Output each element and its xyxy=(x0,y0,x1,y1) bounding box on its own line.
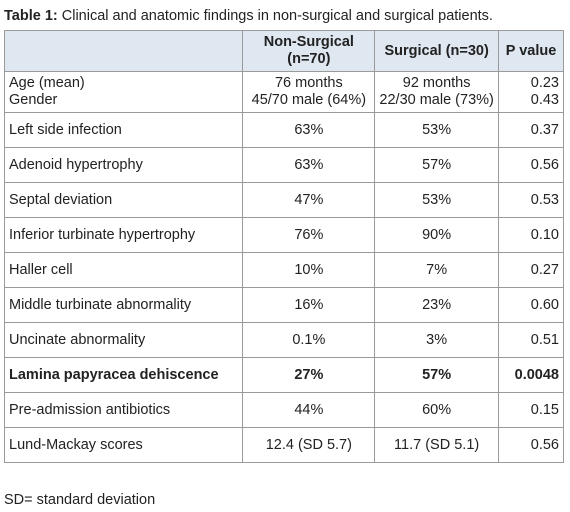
table-cell: 7% xyxy=(374,252,500,288)
table-cell: 0.60 xyxy=(498,287,564,323)
table-cell: 0.27 xyxy=(498,252,564,288)
table-row: Middle turbinate abnormality 16% 23% 0.60 xyxy=(3,287,564,323)
table-cell: 0.10 xyxy=(498,217,564,253)
table-cell: Haller cell xyxy=(3,252,244,288)
header-row: Non-Surgical (n=70) Surgical (n=30) P valu… xyxy=(3,30,564,72)
table-cell: 60% xyxy=(374,392,500,428)
table-cell: 23% xyxy=(374,287,500,323)
header-cell: Surgical (n=30) xyxy=(374,30,500,72)
table-cell: 3% xyxy=(374,322,500,358)
header-cell xyxy=(3,30,244,72)
table-cell: 0.15 xyxy=(498,392,564,428)
table-cell: 0.37 xyxy=(498,112,564,148)
cell-line: 0.23 xyxy=(530,75,559,91)
table-cell: Lamina papyracea dehiscence xyxy=(3,357,244,393)
table-cell: 63% xyxy=(242,147,376,183)
table-row: Lund-Mackay scores 12.4 (SD 5.7) 11.7 (SD … xyxy=(3,427,564,463)
cell-line: 76 months xyxy=(274,75,343,91)
table-cell: Left side infection xyxy=(3,112,244,148)
header-cell: P value xyxy=(498,30,564,72)
table-cell: 0.23 0.43 xyxy=(498,71,564,113)
table-cell: 11.7 (SD 5.1) xyxy=(374,427,500,463)
footnote: SD= standard deviation xyxy=(4,492,156,508)
table-cell: Lund-Mackay scores xyxy=(3,427,244,463)
table-cell: 0.0048 xyxy=(498,357,564,393)
table-cell: Middle turbinate abnormality xyxy=(3,287,244,323)
table-row: Adenoid hypertrophy 63% 57% 0.56 xyxy=(3,147,564,183)
table-cell: 0.56 xyxy=(498,427,564,463)
cell-line: Age (mean) xyxy=(9,75,85,91)
table-cell: Age (mean) Gender xyxy=(3,71,244,113)
caption-text: Clinical and anatomic findings in non-su… xyxy=(61,8,493,24)
cell-line: 45/70 male (64%) xyxy=(251,92,367,108)
cell-line: 0.43 xyxy=(530,92,559,108)
cell-line: Gender xyxy=(9,92,58,108)
table-cell: 63% xyxy=(242,112,376,148)
table-cell: 44% xyxy=(242,392,376,428)
table-cell: Inferior turbinate hypertrophy xyxy=(3,217,244,253)
table-cell: 76 months 45/70 male (64%) xyxy=(242,71,376,113)
table-row: Haller cell 10% 7% 0.27 xyxy=(3,252,564,288)
table-cell: 0.51 xyxy=(498,322,564,358)
findings-table: Non-Surgical (n=70) Surgical (n=30) P valu… xyxy=(3,30,564,463)
table-cell: 0.56 xyxy=(498,147,564,183)
table-row: Age (mean) Gender 76 months 45/70 male (64%… xyxy=(3,71,564,113)
table-caption: Table 1: Clinical and anatomic findings … xyxy=(4,8,493,24)
table-row: Inferior turbinate hypertrophy 76% 90% 0.10 xyxy=(3,217,564,253)
table-cell: 27% xyxy=(242,357,376,393)
table-cell: 76% xyxy=(242,217,376,253)
table-row: Lamina papyracea dehiscence 27% 57% 0.0048 xyxy=(3,357,564,393)
table-cell: 92 months 22/30 male (73%) xyxy=(374,71,500,113)
table-body: Age (mean) Gender 76 months 45/70 male (64%… xyxy=(3,71,564,463)
table-cell: 90% xyxy=(374,217,500,253)
caption-label: Table 1: xyxy=(4,8,58,24)
cell-line: 22/30 male (73%) xyxy=(379,92,494,108)
header-cell: Non-Surgical (n=70) xyxy=(242,30,376,72)
cell-line: 92 months xyxy=(402,75,471,91)
table-cell: 0.53 xyxy=(498,182,564,218)
table-cell: 57% xyxy=(374,357,500,393)
table-row: Left side infection 63% 53% 0.37 xyxy=(3,112,564,148)
table-cell: Pre-admission antibiotics xyxy=(3,392,244,428)
table-cell: Adenoid hypertrophy xyxy=(3,147,244,183)
table-cell: 0.1% xyxy=(242,322,376,358)
table-row: Septal deviation 47% 53% 0.53 xyxy=(3,182,564,218)
table-row: Pre-admission antibiotics 44% 60% 0.15 xyxy=(3,392,564,428)
table-cell: 57% xyxy=(374,147,500,183)
table-cell: 16% xyxy=(242,287,376,323)
table-cell: 47% xyxy=(242,182,376,218)
table-cell: 10% xyxy=(242,252,376,288)
table-cell: 53% xyxy=(374,182,500,218)
table-cell: 12.4 (SD 5.7) xyxy=(242,427,376,463)
table-row: Uncinate abnormality 0.1% 3% 0.51 xyxy=(3,322,564,358)
table-cell: 53% xyxy=(374,112,500,148)
table-cell: Uncinate abnormality xyxy=(3,322,244,358)
table-cell: Septal deviation xyxy=(3,182,244,218)
